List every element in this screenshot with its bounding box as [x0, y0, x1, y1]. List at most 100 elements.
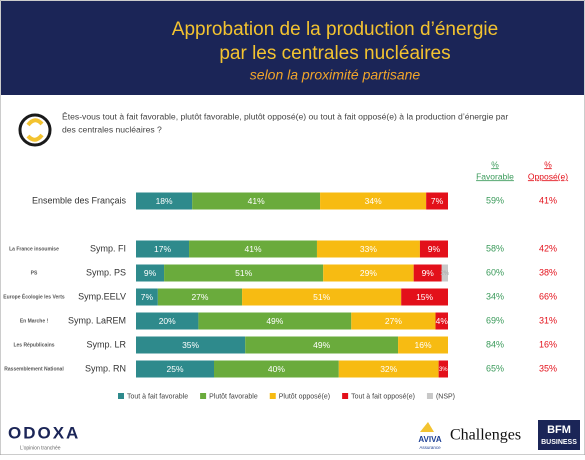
bar-segment: [136, 288, 158, 306]
legend-label: Plutôt favorable: [209, 393, 258, 400]
category-label: Symp. PS: [86, 267, 126, 277]
bar-label: 15%: [416, 292, 433, 302]
bar-label: 27%: [191, 292, 208, 302]
header-band: [1, 1, 584, 95]
column-header: %: [544, 159, 552, 169]
bar-segment: [438, 360, 448, 378]
category-label: Ensemble des Français: [32, 195, 127, 205]
legend-swatch: [426, 393, 433, 399]
party-logo: Rassemblement National: [4, 366, 64, 372]
bar-segment: [164, 264, 324, 282]
question-icon-mark: [26, 118, 44, 142]
bar-label: 4%: [436, 316, 449, 326]
bar-label: 35%: [182, 340, 199, 350]
summary-value: 66%: [539, 291, 557, 301]
question-line: Êtes-vous tout à fait favorable, plutôt …: [62, 111, 508, 121]
category-label: Symp. LR: [86, 339, 126, 349]
column-header: Opposé(e): [528, 171, 568, 181]
party-logo: PS: [31, 270, 38, 276]
category-label: Symp. FI: [90, 243, 126, 253]
bar-segment: [136, 240, 190, 258]
footer-band: [1, 410, 584, 454]
bar-segment: [316, 240, 420, 258]
question-line: des centrales nucléaires ?: [62, 124, 162, 134]
bar-label: 27%: [385, 316, 402, 326]
column-header: %: [491, 159, 499, 169]
legend-label: Plutôt opposé(e): [279, 393, 330, 400]
bar-segment: [192, 192, 321, 210]
legend-swatch: [342, 393, 349, 399]
legend-label: (NSP): [436, 393, 455, 400]
bar-segment: [441, 264, 448, 282]
bar-label: 2%: [441, 271, 450, 277]
summary-value: 65%: [486, 363, 504, 373]
bar-segment: [320, 192, 427, 210]
bar-label: 51%: [313, 292, 330, 302]
bar-label: 51%: [235, 268, 252, 278]
bar-segment: [136, 312, 199, 330]
bar-label: 18%: [156, 196, 173, 206]
bar-label: 9%: [144, 268, 157, 278]
legend-label: Tout à fait opposé(e): [351, 393, 415, 400]
bar-segment: [323, 264, 414, 282]
bar-segment: [338, 360, 439, 378]
bar-segment: [413, 264, 442, 282]
aviva-logo-mark: [420, 422, 434, 432]
brand-tagline: L’opinion tranchée: [20, 445, 61, 451]
bar-label: 20%: [159, 316, 176, 326]
bar-segment: [242, 288, 402, 306]
partner: Challenges: [450, 427, 521, 444]
bar-segment: [419, 240, 448, 258]
bar-label: 16%: [415, 340, 432, 350]
bar-label: 7%: [431, 196, 444, 206]
summary-value: 69%: [486, 315, 504, 325]
bar-label: 41%: [248, 196, 265, 206]
bar-segment: [136, 192, 193, 210]
subtitle: selon la proximité partisane: [250, 67, 421, 83]
bar-label: 29%: [360, 268, 377, 278]
title-line: Approbation de la production d’énergie: [172, 19, 498, 40]
summary-value: 31%: [539, 315, 557, 325]
bar-segment: [136, 360, 214, 378]
bar-label: 9%: [422, 268, 435, 278]
category-label: Symp.EELV: [78, 291, 126, 301]
category-label: Symp. LaREM: [68, 315, 126, 325]
partner: BFM: [547, 424, 571, 436]
summary-value: 35%: [539, 363, 557, 373]
bar-label: 25%: [166, 364, 183, 374]
bar-label: 33%: [360, 244, 377, 254]
bar-segment: [435, 312, 448, 330]
bar-segment: [398, 336, 448, 354]
summary-value: 42%: [539, 243, 557, 253]
bar-label: 49%: [266, 316, 283, 326]
bar-label: 32%: [380, 364, 397, 374]
party-logo: Europe Écologie les Verts: [3, 292, 65, 300]
category-label: Symp. RN: [85, 363, 126, 373]
bar-segment: [198, 312, 352, 330]
summary-value: 60%: [486, 267, 504, 277]
legend-swatch: [200, 393, 207, 399]
summary-value: 34%: [486, 291, 504, 301]
summary-value: 38%: [539, 267, 557, 277]
bar-segment: [214, 360, 339, 378]
bar-segment: [245, 336, 399, 354]
partner: BUSINESS: [541, 439, 577, 446]
partner: Assurance: [419, 445, 441, 450]
legend-label: Tout à fait favorable: [127, 393, 188, 400]
legend-swatch: [269, 393, 276, 399]
column-header: Favorable: [476, 171, 514, 181]
bar-label: 3%: [439, 367, 448, 373]
legend-swatch: [118, 393, 124, 399]
bar-segment: [136, 336, 246, 354]
party-logo: La France insoumise: [9, 246, 59, 252]
bar-label: 40%: [268, 364, 285, 374]
bar-segment: [189, 240, 317, 258]
bar-segment: [426, 192, 448, 210]
partner: AVIVA: [418, 435, 441, 444]
brand: ODOXA: [8, 423, 80, 442]
bfm-logo-box: [538, 420, 580, 450]
bar-segment: [351, 312, 436, 330]
summary-value: 59%: [486, 195, 504, 205]
party-logo: Les Républicains: [13, 342, 54, 348]
